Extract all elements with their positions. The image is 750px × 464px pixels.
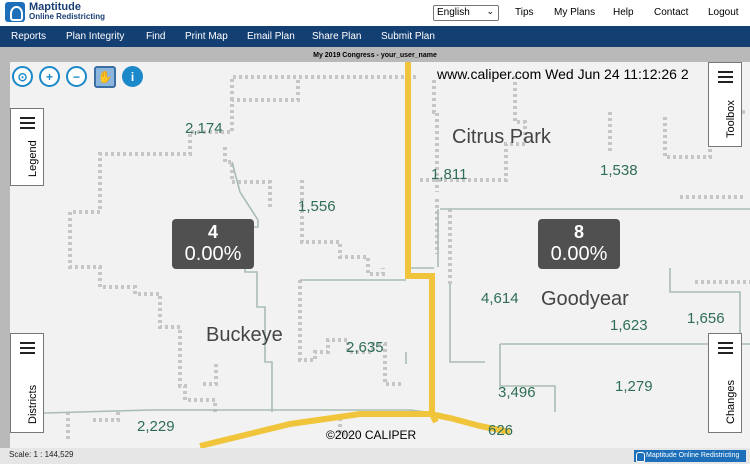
districts-tab-label: Districts [27,384,39,424]
chevron-down-icon: ⌄ [486,6,494,16]
menu-reports[interactable]: Reports [11,31,47,42]
menu-plan-integrity[interactable]: Plan Integrity [66,31,125,42]
link-tips[interactable]: Tips [515,7,534,18]
district-badge[interactable]: 8 0.00% [538,219,620,269]
info-icon[interactable]: i [122,66,143,87]
highway-lines [199,62,511,448]
map-copyright: ©2020 CALIPER [326,428,417,442]
map-drawing [10,62,750,448]
district-badge[interactable]: 4 0.00% [172,219,254,269]
top-header: Maptitude Online Redistricting English ⌄… [0,0,750,26]
map-stamp: www.caliper.com Wed Jun 24 11:12:26 2 [437,66,689,82]
menu-icon [20,342,35,354]
legend-tab[interactable]: Legend [10,108,44,186]
pan-hand-icon[interactable]: ✋ [94,66,116,88]
population-label: 3,496 [498,384,536,401]
precinct-boundaries [66,75,750,440]
toolbox-tab[interactable]: Toolbox [708,62,742,147]
population-label: 2,229 [137,418,175,435]
map-scale: Scale: 1 : 144,529 [9,450,74,459]
link-help[interactable]: Help [613,7,634,18]
population-label: 1,656 [687,310,725,327]
population-label: 4,614 [481,290,519,307]
brand-link[interactable]: Maptitude Online Redistricting [634,450,746,462]
population-label: 1,279 [615,378,653,395]
link-logout[interactable]: Logout [708,7,739,18]
place-buckeye: Buckeye [206,324,283,346]
district-percent: 0.00% [184,243,242,265]
language-select[interactable]: English ⌄ [433,5,499,21]
main-menu-bar: Reports Plan Integrity Find Print Map Em… [0,26,750,47]
menu-icon [718,71,733,83]
district-percent: 0.00% [550,243,608,265]
menu-find[interactable]: Find [146,31,166,42]
menu-email-plan[interactable]: Email Plan [247,31,295,42]
population-label: 1,623 [610,317,648,334]
population-label: 2,174 [185,120,223,137]
place-goodyear: Goodyear [541,288,629,310]
maptitude-logo-icon [5,2,25,22]
app-logo[interactable]: Maptitude Online Redistricting [5,2,105,22]
map-canvas[interactable]: www.caliper.com Wed Jun 24 11:12:26 2 ⊙ … [10,62,750,448]
zoom-out-icon[interactable]: − [66,66,87,87]
map-title: My 2019 Congress - your_user_name [313,52,437,59]
zoom-in-icon[interactable]: + [39,66,60,87]
menu-share-plan[interactable]: Share Plan [312,31,362,42]
district-lines [10,118,750,415]
population-label: 1,811 [431,166,468,183]
link-contact[interactable]: Contact [654,7,689,18]
district-number: 8 [573,222,584,242]
menu-icon [20,117,35,129]
status-bar: Scale: 1 : 144,529 Maptitude Online Redi… [0,448,750,464]
app-subtitle: Online Redistricting [29,12,106,21]
population-label: 1,538 [600,162,638,179]
menu-print-map[interactable]: Print Map [185,31,228,42]
changes-tab-label: Changes [725,379,737,424]
districts-tab[interactable]: Districts [10,333,44,433]
changes-tab[interactable]: Changes [708,333,742,433]
zoom-extent-icon[interactable]: ⊙ [12,66,33,87]
district-number: 4 [207,222,218,242]
population-label: 2,635 [346,339,384,356]
population-label: 1,556 [298,198,336,215]
population-label: 626 [488,422,514,439]
language-value: English [437,7,470,18]
place-citrus-park: Citrus Park [452,126,551,148]
menu-submit-plan[interactable]: Submit Plan [381,31,435,42]
menu-icon [718,342,733,354]
legend-tab-label: Legend [27,140,39,177]
link-my-plans[interactable]: My Plans [554,7,596,18]
app-title: Maptitude [29,1,81,13]
toolbox-tab-label: Toolbox [725,100,737,138]
